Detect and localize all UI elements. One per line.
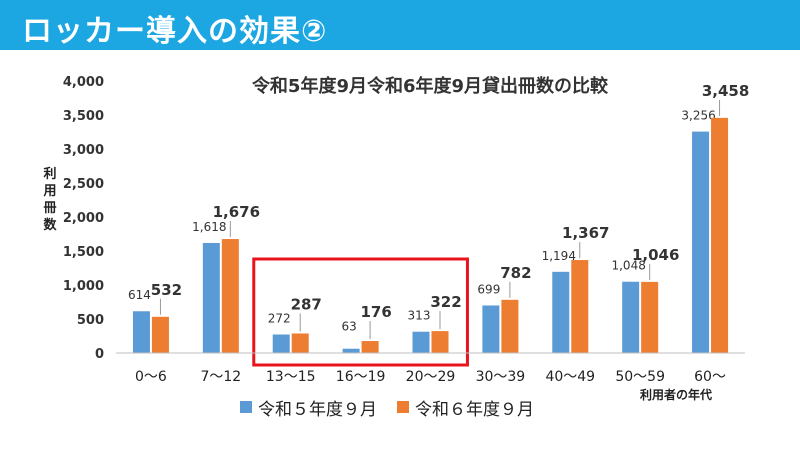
- data-label-series-1: 614: [128, 288, 151, 302]
- x-tick-label: 30～39: [476, 369, 526, 385]
- data-label-series-1: 3,256: [681, 109, 715, 123]
- y-tick-label: 1,000: [63, 279, 104, 294]
- y-axis-title: 利用冊数: [43, 167, 57, 233]
- legend-swatch-series-2: [397, 401, 409, 413]
- y-tick-label: 3,000: [63, 143, 104, 158]
- data-label-series-2: 1,676: [213, 203, 260, 221]
- y-tick-label: 500: [77, 313, 104, 328]
- bar-series-1: [132, 311, 150, 353]
- y-tick-label: 0: [95, 347, 104, 362]
- data-label-series-1: 272: [268, 312, 291, 326]
- x-tick-label: 7～12: [200, 369, 241, 385]
- x-tick-label: 16～19: [336, 369, 386, 385]
- x-tick-label: 40～49: [545, 369, 595, 385]
- bar-series-2: [361, 341, 379, 353]
- data-label-series-2: 532: [151, 281, 182, 299]
- data-label-series-1: 63: [341, 320, 356, 334]
- y-tick-label: 4,000: [63, 75, 104, 90]
- data-label-series-2: 287: [291, 295, 322, 313]
- y-tick-label: 3,500: [63, 109, 104, 124]
- legend: 令和５年度９月 令和６年度９月: [240, 394, 534, 420]
- data-label-series-2: 322: [430, 293, 461, 311]
- y-tick-label: 1,500: [63, 245, 104, 260]
- x-tick-label: 60～: [694, 369, 726, 385]
- bar-chart: 0 500 1,000 1,500 2,000 2,500 3,000 3,500 4,000 6…: [63, 75, 749, 385]
- page-title: ロッカー導入の効果②: [22, 14, 328, 49]
- x-tick-label: 50～59: [615, 369, 665, 385]
- x-tick-label: 20～29: [406, 369, 456, 385]
- bar-series-1: [272, 334, 290, 353]
- bar-series-2: [151, 316, 169, 353]
- y-tick-label: 2,500: [63, 177, 104, 192]
- data-label-series-1: 699: [477, 282, 500, 296]
- bar-series-1: [482, 305, 500, 353]
- legend-label-series-2: 令和６年度９月: [415, 399, 534, 420]
- bar-series-1: [692, 131, 710, 353]
- bar-series-2: [501, 299, 519, 353]
- data-label-series-2: 176: [360, 303, 391, 321]
- chart-title: 令和5年度9月令和6年度9月貸出冊数の比較: [251, 76, 609, 97]
- x-tick-label: 0～6: [135, 369, 167, 385]
- x-tick-label: 13～15: [266, 369, 316, 385]
- bar-series-2: [431, 331, 449, 353]
- bar-series-1: [622, 281, 640, 353]
- data-label-series-1: 1,618: [192, 220, 226, 234]
- bar-series-2: [711, 117, 729, 353]
- bar-series-2: [221, 239, 239, 353]
- data-label-series-1: 313: [408, 309, 431, 323]
- bar-series-2: [291, 333, 309, 353]
- data-label-series-1: 1,194: [542, 249, 576, 263]
- data-label-series-2: 782: [500, 264, 531, 282]
- y-tick-label: 2,000: [63, 211, 104, 226]
- bar-series-1: [552, 271, 570, 353]
- data-label-series-2: 1,046: [632, 246, 679, 264]
- legend-label-series-1: 令和５年度９月: [258, 399, 377, 420]
- legend-item-series-1: 令和５年度９月: [240, 395, 377, 420]
- bar-series-1: [412, 331, 430, 353]
- bar-series-1: [202, 242, 220, 353]
- data-label-series-1: 1,048: [611, 259, 645, 273]
- legend-swatch-series-1: [240, 401, 252, 413]
- bar-series-2: [641, 281, 659, 353]
- legend-item-series-2: 令和６年度９月: [397, 395, 534, 420]
- x-axis-title: 利用者の年代: [640, 388, 713, 402]
- bar-series-1: [342, 348, 360, 353]
- highlight-box: [252, 257, 469, 367]
- bar-series-2: [571, 260, 589, 353]
- data-label-series-2: 1,367: [562, 224, 609, 242]
- data-label-series-2: 3,458: [702, 82, 749, 100]
- title-bar: ロッカー導入の効果②: [0, 0, 800, 50]
